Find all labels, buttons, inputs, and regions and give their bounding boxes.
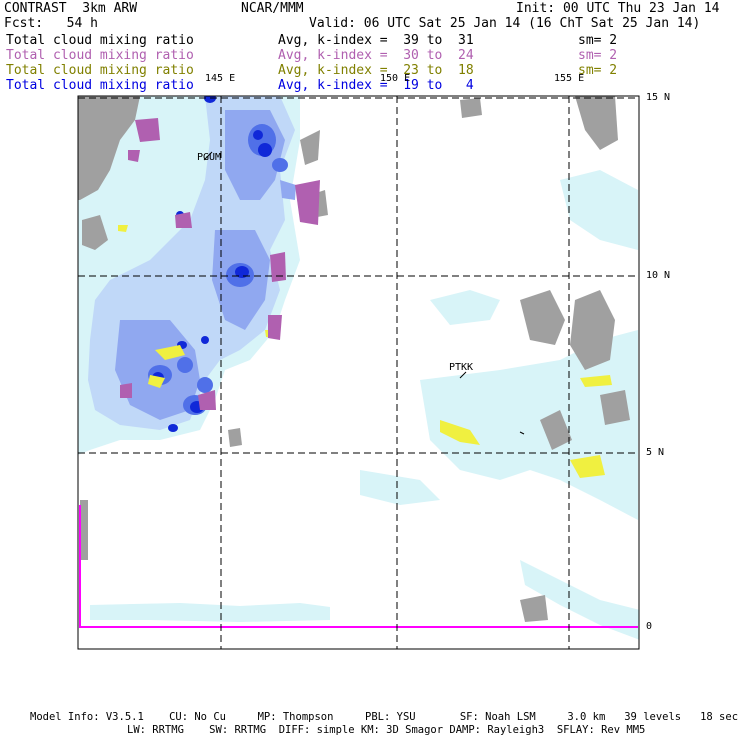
model-info-line-2: LW: RRTMG SW: RRTMG DIFF: simple KM: 3D … — [127, 724, 645, 736]
model-title: CONTRAST 3km ARW — [4, 1, 137, 16]
legend-stat: Avg, k-index = 23 to 18 — [278, 63, 474, 78]
latitude-label: 5 N — [646, 447, 664, 458]
init-time: Init: 00 UTC Thu 23 Jan 14 — [516, 1, 720, 16]
latitude-label: 0 — [646, 621, 652, 632]
model-info-line-1: Model Info: V3.5.1 CU: No Cu MP: Thompso… — [30, 711, 738, 723]
legend-stat: Avg, k-index = 19 to 4 — [278, 78, 474, 93]
longitude-label: 155 E — [554, 73, 584, 84]
legend-stat: Avg, k-index = 39 to 31 — [278, 33, 474, 48]
legend-field: Total cloud mixing ratio — [6, 63, 194, 78]
legend-field: Total cloud mixing ratio — [6, 78, 194, 93]
valid-time: Valid: 06 UTC Sat 25 Jan 14 (16 ChT Sat … — [309, 16, 700, 31]
forecast-hour: Fcst: 54 h — [4, 16, 98, 31]
longitude-label: 150 E — [380, 73, 410, 84]
latitude-label: 15 N — [646, 92, 670, 103]
legend-field: Total cloud mixing ratio — [6, 33, 194, 48]
legend-field: Total cloud mixing ratio — [6, 48, 194, 63]
organization-label: NCAR/MMM — [241, 1, 304, 16]
station-label-ptkk: PTKK — [449, 362, 473, 373]
station-label-pgum: PGUM — [197, 152, 221, 163]
latitude-label: 10 N — [646, 270, 670, 281]
longitude-label: 145 E — [205, 73, 235, 84]
legend-stat: Avg, k-index = 30 to 24 — [278, 48, 474, 63]
legend-smoothing: sm= 2 — [578, 48, 617, 63]
legend-smoothing: sm= 2 — [578, 33, 617, 48]
